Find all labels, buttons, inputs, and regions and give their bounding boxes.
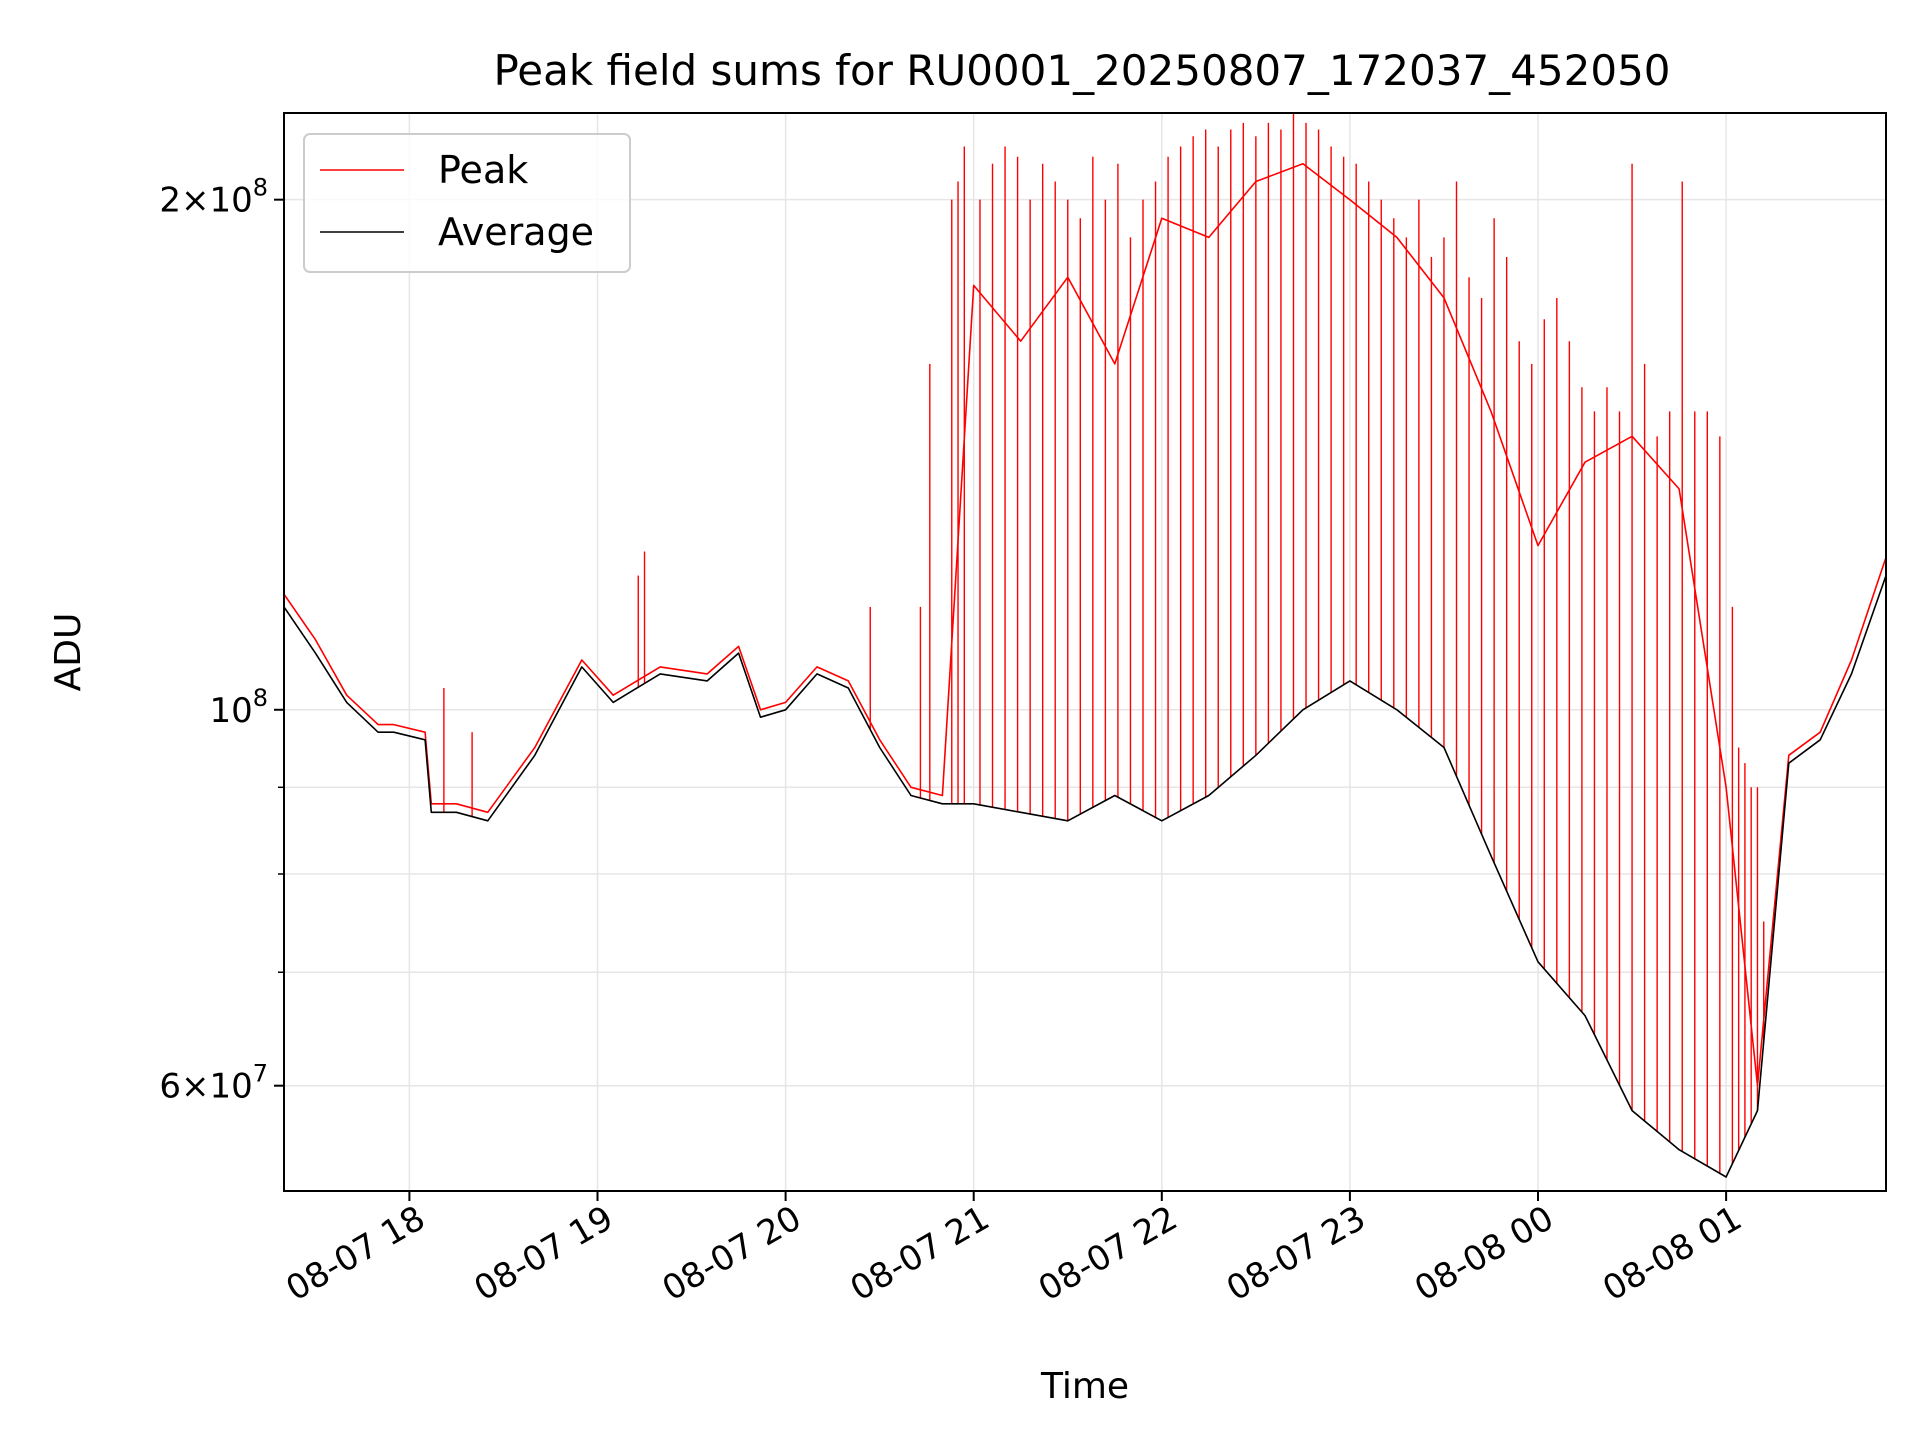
series-average bbox=[284, 575, 1886, 1178]
y-tick-label: 6×107 bbox=[159, 1060, 268, 1107]
x-axis-label: Time bbox=[1040, 1366, 1129, 1407]
y-axis: 6×107 108 2×108 bbox=[159, 174, 284, 1107]
legend: Peak Average bbox=[303, 133, 631, 273]
series-peak bbox=[284, 113, 1886, 1174]
plot-frame bbox=[283, 112, 1887, 1192]
legend-label-peak: Peak bbox=[438, 148, 528, 192]
legend-label-average: Average bbox=[438, 210, 594, 254]
y-tick-label: 108 bbox=[209, 684, 268, 731]
legend-box bbox=[303, 133, 631, 273]
y-tick-label: 2×108 bbox=[159, 174, 268, 221]
chart-title: Peak field sums for RU0001_20250807_1720… bbox=[493, 46, 1670, 95]
y-axis-label: ADU bbox=[48, 613, 89, 692]
average-line bbox=[284, 575, 1886, 1178]
